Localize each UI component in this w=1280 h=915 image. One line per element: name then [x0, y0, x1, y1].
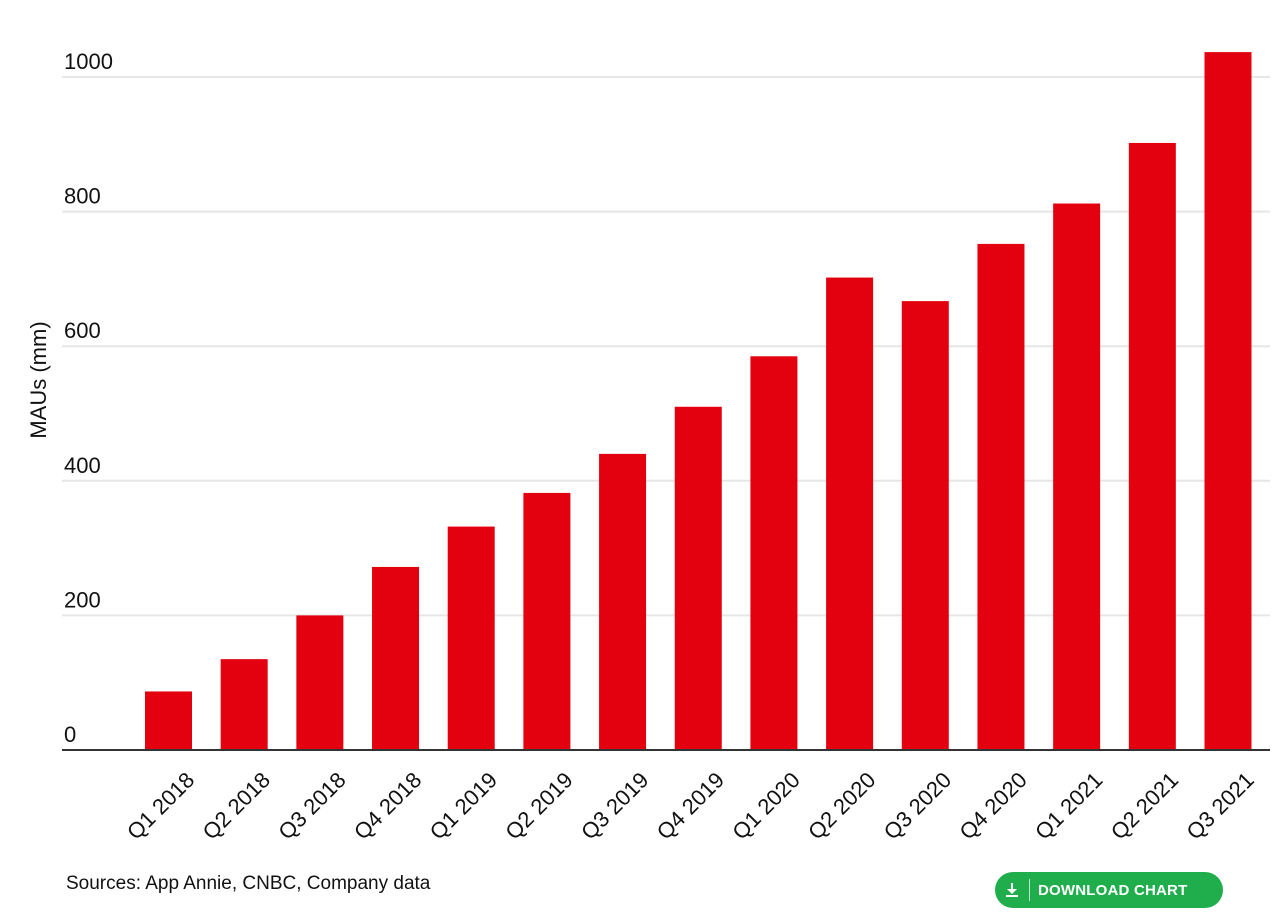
- bar: [750, 356, 798, 750]
- bar: [977, 243, 1025, 751]
- y-tick-label: 0: [64, 722, 76, 747]
- download-label: DOWNLOAD CHART: [1038, 881, 1188, 899]
- y-tick-label: 600: [64, 318, 101, 343]
- download-chart-button[interactable]: DOWNLOAD CHART: [995, 872, 1223, 908]
- bar: [826, 277, 874, 750]
- y-axis-label: MAUs (mm): [26, 321, 51, 438]
- bar: [372, 566, 420, 750]
- x-tick-label: Q2 2018: [198, 767, 275, 844]
- x-tick-label: Q1 2018: [122, 767, 199, 844]
- bar: [674, 406, 722, 750]
- source-note: Sources: App Annie, CNBC, Company data: [66, 873, 431, 894]
- x-tick-label: Q1 2020: [727, 767, 804, 844]
- bar: [1053, 203, 1101, 751]
- x-tick-label: Q4 2018: [349, 767, 426, 844]
- x-tick-label: Q1 2021: [1030, 767, 1107, 844]
- x-tick-label: Q2 2019: [500, 767, 577, 844]
- bar: [447, 526, 495, 750]
- y-tick-label: 1000: [64, 49, 113, 74]
- bar: [901, 301, 949, 750]
- bar: [145, 691, 192, 750]
- x-tick-label: Q4 2020: [954, 767, 1031, 844]
- x-tick-label: Q2 2021: [1106, 767, 1183, 844]
- y-tick-label: 800: [64, 184, 101, 209]
- bars: [145, 52, 1252, 751]
- bar: [1204, 52, 1252, 750]
- download-icon: [995, 872, 1029, 908]
- bar: [1128, 142, 1176, 751]
- bar: [599, 453, 647, 750]
- x-tick-label: Q1 2019: [425, 767, 502, 844]
- x-tick-label: Q3 2019: [576, 767, 653, 844]
- x-tick-label: Q4 2019: [652, 767, 729, 844]
- bar: [523, 492, 571, 750]
- bar: [296, 615, 344, 750]
- y-axis-ticks: 0 200 400 600 800 1000: [64, 49, 113, 747]
- x-tick-label: Q2 2020: [803, 767, 880, 844]
- x-tick-label: Q3 2018: [273, 767, 350, 844]
- button-separator: [1029, 879, 1030, 901]
- y-tick-label: 200: [64, 587, 101, 612]
- x-tick-label: Q3 2021: [1181, 767, 1258, 844]
- x-tick-label: Q3 2020: [879, 767, 956, 844]
- bar: [220, 659, 268, 750]
- y-tick-label: 400: [64, 453, 101, 478]
